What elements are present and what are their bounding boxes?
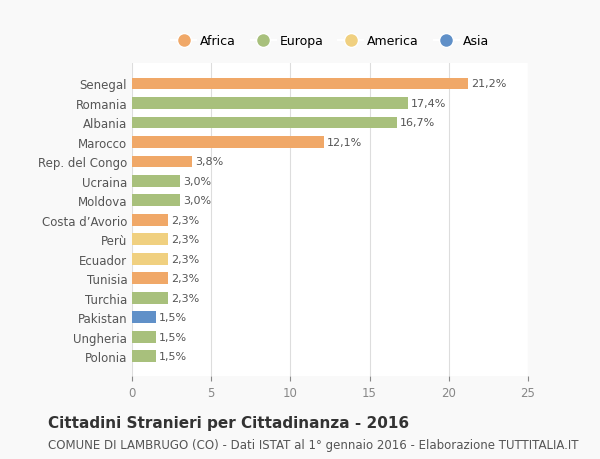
Text: 3,0%: 3,0% <box>182 196 211 206</box>
Text: 2,3%: 2,3% <box>172 274 200 284</box>
Bar <box>132 312 156 323</box>
Text: 2,3%: 2,3% <box>172 235 200 245</box>
Bar <box>132 253 169 265</box>
Text: 2,3%: 2,3% <box>172 254 200 264</box>
Bar <box>132 156 192 168</box>
Bar <box>132 118 397 129</box>
Bar <box>132 214 169 226</box>
Text: 3,0%: 3,0% <box>182 176 211 186</box>
Text: 17,4%: 17,4% <box>411 99 446 109</box>
Bar <box>132 195 179 207</box>
Bar <box>132 98 407 110</box>
Text: Cittadini Stranieri per Cittadinanza - 2016: Cittadini Stranieri per Cittadinanza - 2… <box>48 415 409 431</box>
Text: 21,2%: 21,2% <box>471 79 506 89</box>
Text: 12,1%: 12,1% <box>327 138 362 148</box>
Legend: Africa, Europa, America, Asia: Africa, Europa, America, Asia <box>166 30 494 53</box>
Bar <box>132 176 179 187</box>
Text: 1,5%: 1,5% <box>159 313 187 323</box>
Text: 1,5%: 1,5% <box>159 332 187 342</box>
Text: 2,3%: 2,3% <box>172 293 200 303</box>
Bar <box>132 234 169 246</box>
Text: 1,5%: 1,5% <box>159 352 187 361</box>
Bar <box>132 351 156 362</box>
Bar <box>132 78 468 90</box>
Bar <box>132 273 169 285</box>
Text: 3,8%: 3,8% <box>196 157 224 167</box>
Text: COMUNE DI LAMBRUGO (CO) - Dati ISTAT al 1° gennaio 2016 - Elaborazione TUTTITALI: COMUNE DI LAMBRUGO (CO) - Dati ISTAT al … <box>48 438 578 451</box>
Text: 2,3%: 2,3% <box>172 215 200 225</box>
Bar <box>132 292 169 304</box>
Bar <box>132 137 323 148</box>
Text: 16,7%: 16,7% <box>400 118 435 128</box>
Bar <box>132 331 156 343</box>
